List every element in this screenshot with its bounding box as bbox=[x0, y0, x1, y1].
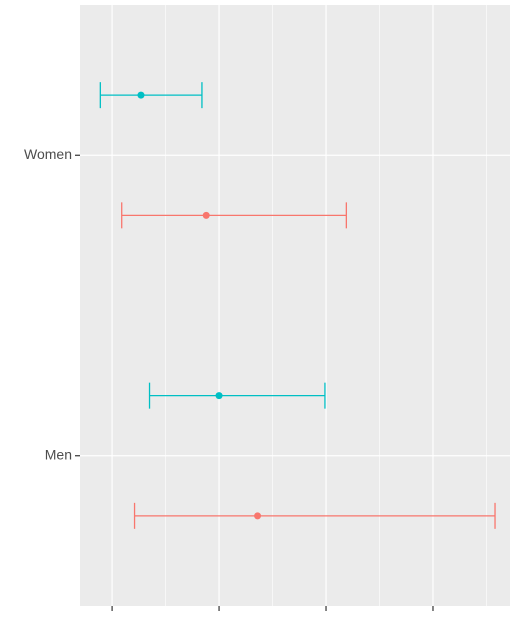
y-tick-label: Men bbox=[45, 446, 72, 462]
panel-background bbox=[80, 5, 510, 606]
point bbox=[254, 512, 262, 520]
y-tick-label: Women bbox=[24, 146, 72, 162]
point bbox=[202, 211, 210, 219]
point bbox=[215, 392, 223, 400]
point bbox=[137, 91, 145, 99]
